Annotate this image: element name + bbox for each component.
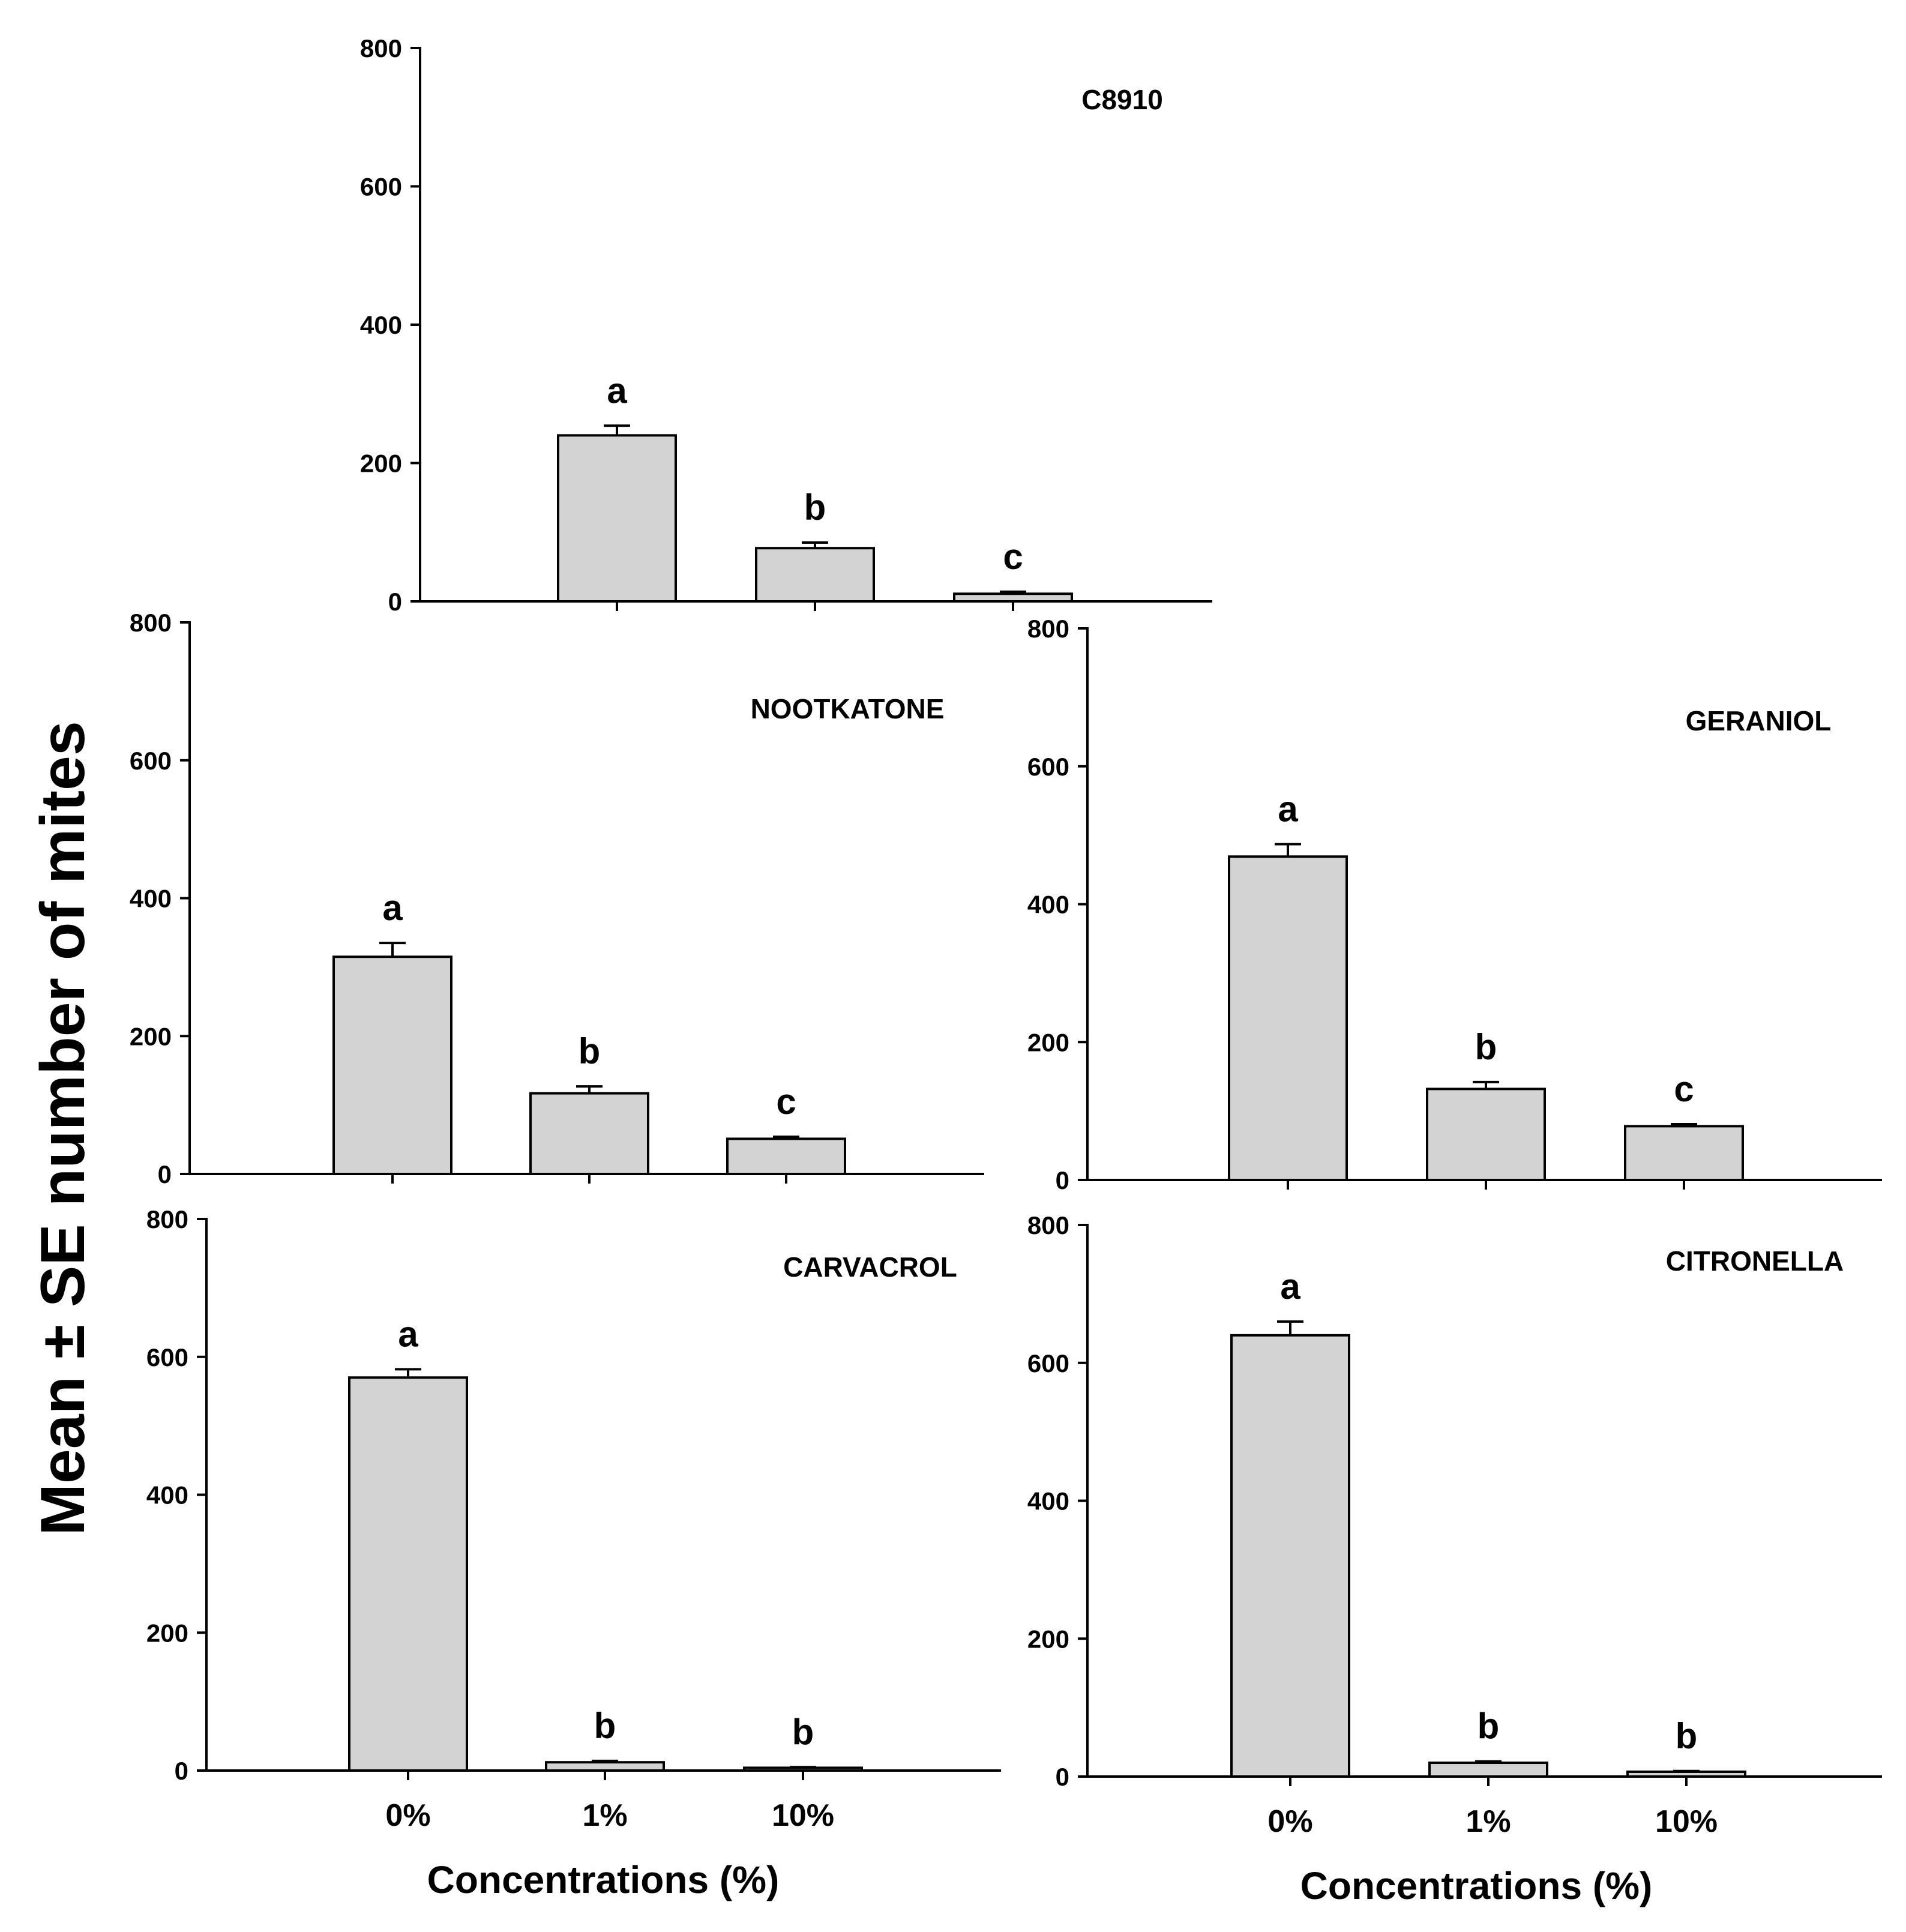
y-tick-label: 0 (1056, 1166, 1069, 1194)
y-tick-label: 400 (360, 311, 402, 339)
significance-letter: b (792, 1712, 814, 1752)
significance-letter: a (607, 370, 627, 411)
y-tick-label: 0 (175, 1757, 188, 1785)
y-tick-label: 400 (130, 885, 172, 913)
category-label: 0% (1267, 1804, 1312, 1839)
y-tick-label: 600 (360, 173, 402, 201)
y-tick-label: 400 (1027, 891, 1069, 919)
bar-1pct (1426, 1088, 1546, 1181)
significance-letter: b (1676, 1716, 1698, 1756)
y-tick-label: 600 (1027, 753, 1069, 781)
significance-letter: a (382, 888, 403, 928)
bar-0pct (557, 434, 677, 603)
significance-letter: c (1674, 1069, 1694, 1109)
bar-1pct (1428, 1762, 1548, 1778)
significance-letter: c (1003, 537, 1023, 577)
y-tick-label: 0 (388, 588, 402, 616)
panel-citronella: 0 200 400 600 800 a 0% b 1% b 10% CITRONELLA (1027, 1211, 1882, 1839)
y-tick-label: 800 (130, 609, 172, 637)
bar-10pct (1624, 1125, 1744, 1181)
significance-letter: a (1278, 789, 1298, 829)
y-tick-label: 0 (1056, 1763, 1069, 1791)
significance-letter: c (776, 1082, 796, 1122)
y-tick-label: 600 (130, 747, 172, 775)
significance-letter: b (1475, 1027, 1497, 1067)
panel-title: CITRONELLA (1666, 1245, 1844, 1277)
bar-10pct (726, 1137, 846, 1175)
y-tick-label: 200 (1027, 1625, 1069, 1653)
panel-c8910: 0 200 400 600 800 a b c C8910 (360, 34, 1212, 616)
significance-letter: b (594, 1706, 616, 1746)
y-tick-label: 800 (360, 34, 402, 62)
x-axis-title-right: Concentrations (%) (1300, 1864, 1653, 1907)
y-axis-title: Mean ± SE number of mites (28, 721, 98, 1535)
panel-nootkatone: 0 200 400 600 800 a b c NOOTKATONE (130, 609, 984, 1188)
y-tick-label: 600 (146, 1343, 188, 1371)
category-label: 1% (1466, 1804, 1511, 1839)
bar-0pct (1228, 855, 1348, 1181)
y-tick-label: 800 (146, 1205, 188, 1233)
y-tick-label: 200 (130, 1022, 172, 1050)
y-tick-label: 200 (1027, 1028, 1069, 1056)
bar-1pct (755, 547, 875, 603)
bar-10pct (1626, 1770, 1746, 1778)
y-tick-label: 800 (1027, 1211, 1069, 1239)
y-tick-label: 600 (1027, 1349, 1069, 1377)
category-label: 1% (582, 1798, 627, 1833)
x-axis-title-left: Concentrations (%) (427, 1858, 780, 1901)
y-tick-label: 400 (1027, 1487, 1069, 1515)
bar-1pct (545, 1761, 665, 1772)
panel-title: C8910 (1081, 84, 1163, 115)
significance-letter: a (1280, 1266, 1300, 1307)
bar-0pct (348, 1376, 468, 1772)
bar-1pct (529, 1092, 649, 1175)
bar-10pct (953, 592, 1073, 603)
bar-0pct (332, 955, 452, 1176)
bar-0pct (1230, 1334, 1350, 1778)
y-tick-label: 200 (360, 450, 402, 478)
y-tick-label: 200 (146, 1619, 188, 1647)
y-tick-label: 0 (158, 1160, 172, 1188)
significance-letter: b (1478, 1706, 1500, 1747)
panel-carvacrol: 0 200 400 600 800 a 0% b 1% b 10% CARVACROL (146, 1205, 1001, 1833)
category-label: 10% (1655, 1804, 1718, 1839)
y-tick-label: 400 (146, 1481, 188, 1509)
panel-title: NOOTKATONE (751, 693, 945, 724)
panel-title: CARVACROL (783, 1251, 957, 1283)
significance-letter: a (398, 1314, 418, 1354)
significance-letter: b (579, 1031, 601, 1071)
y-tick-label: 800 (1027, 615, 1069, 643)
category-label: 0% (385, 1798, 430, 1833)
significance-letter: b (804, 487, 826, 528)
panel-title: GERANIOL (1686, 705, 1832, 736)
category-label: 10% (772, 1798, 834, 1833)
panel-geraniol: 0 200 400 600 800 a b c GERANIOL (1027, 615, 1882, 1194)
